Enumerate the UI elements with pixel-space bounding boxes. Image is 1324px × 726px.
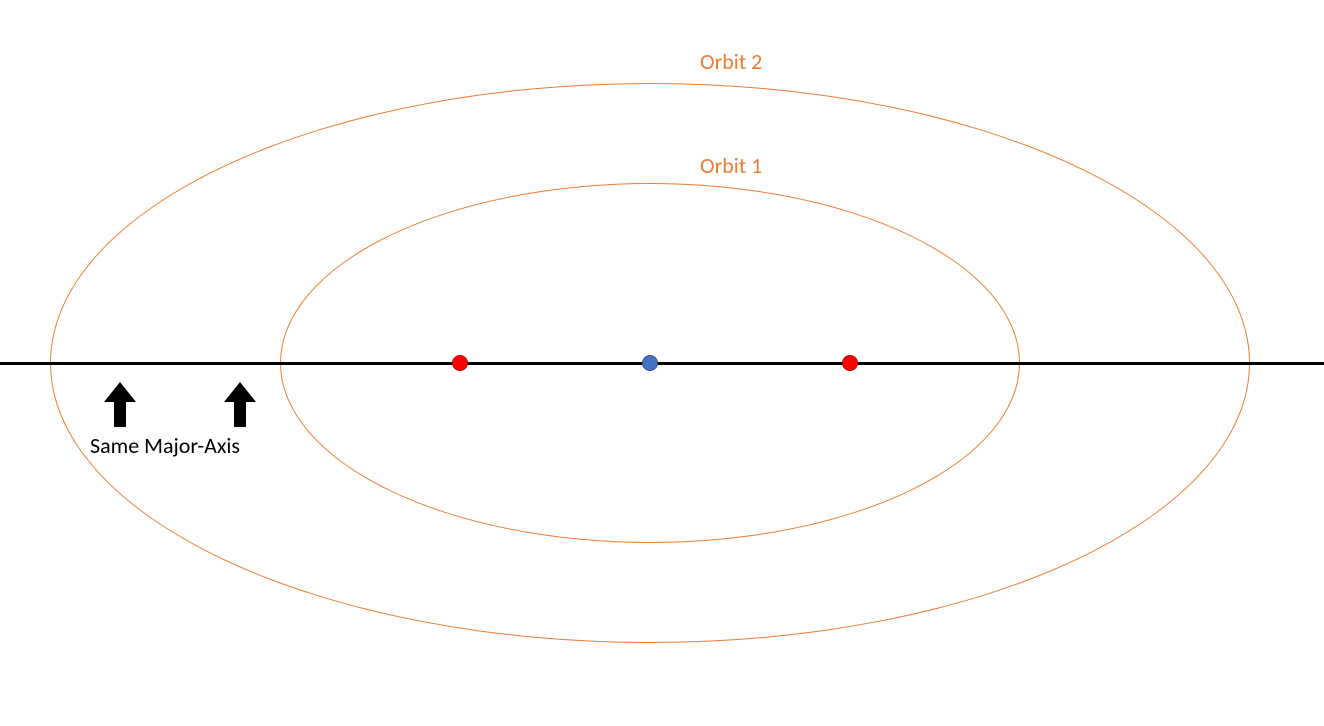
focus-right-dot [842, 355, 858, 371]
orbit-1-label: Orbit 1 [700, 152, 762, 179]
arrow-2-icon [224, 382, 256, 432]
orbit-2-label: Orbit 2 [700, 48, 762, 75]
major-axis-line [0, 362, 1324, 365]
focus-left-dot [452, 355, 468, 371]
arrow-1-icon [104, 382, 136, 432]
center-dot [642, 355, 658, 371]
diagram-canvas: Orbit 2 Orbit 1 Same Major-Axis [0, 0, 1324, 726]
major-axis-label: Same Major-Axis [90, 432, 240, 459]
